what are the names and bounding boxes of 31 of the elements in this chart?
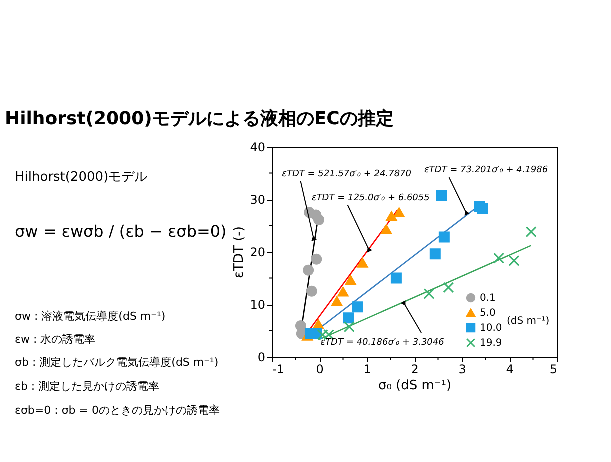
legend-label: 0.1 bbox=[480, 293, 496, 304]
legend-label: 10.0 bbox=[480, 323, 502, 334]
annotation: εTDT = 73.201σ′₀ + 4.1986 bbox=[424, 166, 548, 176]
annotation: εTDT = 521.57σ′₀ + 24.7870 bbox=[282, 169, 412, 180]
y-tick-label: 30 bbox=[250, 193, 266, 207]
x-tick-label: 5 bbox=[550, 362, 558, 376]
x-tick-label: -1 bbox=[272, 362, 284, 376]
legend-title: (dS m⁻¹) bbox=[507, 316, 550, 327]
x-tick-label: 4 bbox=[506, 362, 514, 376]
x-tick-label: 1 bbox=[364, 362, 372, 376]
text: σb : 測定したバルク電気伝導度(dS m⁻¹) bbox=[15, 356, 219, 369]
x-axis-title: σ₀ (dS m⁻¹) bbox=[378, 378, 452, 394]
y-axis-title: εTDT (-) bbox=[232, 226, 248, 278]
annotation: εTDT = 125.0σ′₀ + 6.6055 bbox=[312, 193, 430, 204]
text: σw = εwσb / (εb − εσb=0) bbox=[15, 222, 227, 241]
x-tick-label: 0 bbox=[316, 362, 324, 376]
legend-label: 5.0 bbox=[480, 308, 496, 319]
chart-title: Hilhorst(2000)モデルによる液相のECの推定 bbox=[5, 108, 394, 130]
text: εb : 測定した見かけの誘電率 bbox=[15, 380, 160, 393]
text: Hilhorst(2000)モデル bbox=[15, 170, 148, 185]
y-tick-label: 20 bbox=[250, 246, 266, 260]
text: εσb=0 : σb = 0のときの見かけの誘電率 bbox=[15, 404, 220, 417]
y-tick-label: 0 bbox=[258, 350, 266, 364]
x-tick-label: 2 bbox=[411, 362, 419, 376]
text: σw : 溶液電気伝導度(dS m⁻¹) bbox=[15, 310, 166, 323]
y-tick-label: 40 bbox=[250, 140, 266, 154]
y-tick-label: 10 bbox=[250, 298, 266, 312]
annotation: εTDT = 40.186σ′₀ + 3.3046 bbox=[320, 338, 445, 348]
text: εw : 水の誘電率 bbox=[15, 333, 96, 346]
legend-label: 19.9 bbox=[480, 338, 502, 349]
x-tick-label: 3 bbox=[458, 362, 466, 376]
